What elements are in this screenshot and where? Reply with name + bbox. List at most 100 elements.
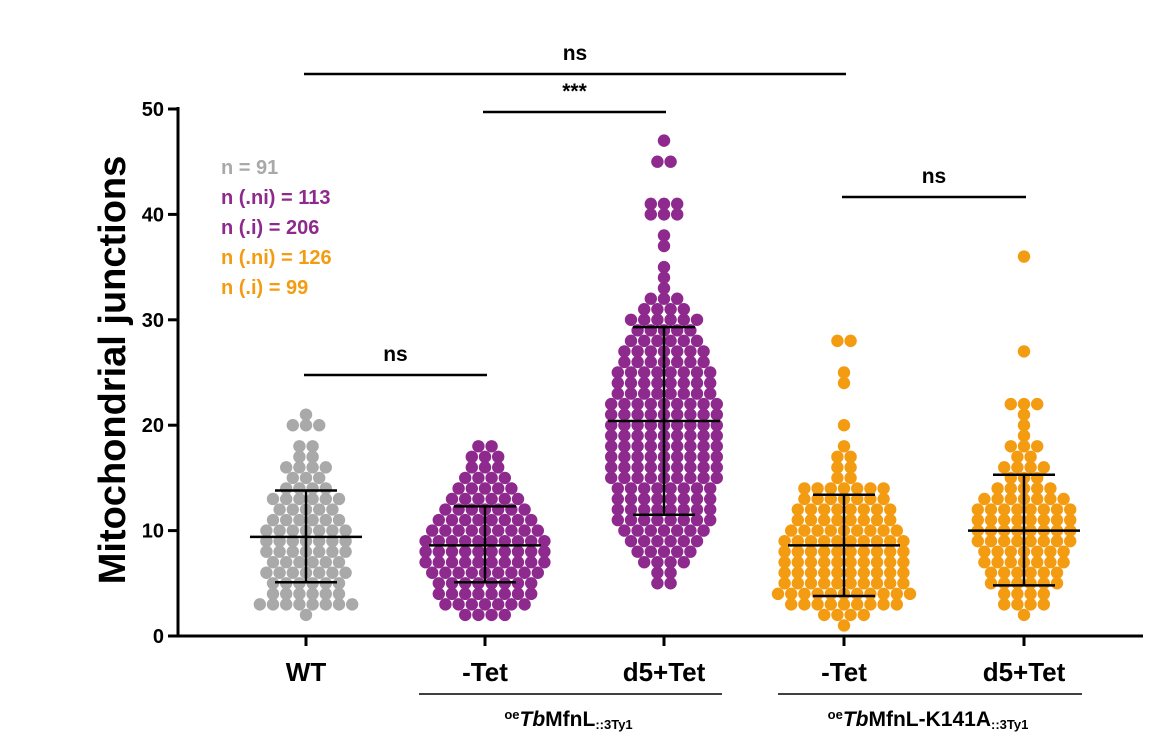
- data-point: [897, 545, 910, 558]
- data-point: [651, 556, 664, 569]
- data-point: [306, 587, 319, 601]
- data-point: [605, 471, 618, 485]
- data-point: [818, 566, 831, 579]
- data-point: [326, 545, 339, 558]
- data-point: [306, 440, 319, 453]
- data-point: [498, 556, 511, 569]
- data-point: [518, 566, 531, 579]
- data-point: [984, 534, 998, 548]
- data-point: [651, 334, 664, 348]
- data-point: [651, 577, 664, 590]
- data-point: [837, 440, 851, 453]
- data-point: [644, 524, 657, 537]
- data-point: [684, 355, 697, 369]
- data-point: [306, 492, 319, 506]
- data-point: [618, 524, 631, 537]
- data-point: [857, 556, 870, 569]
- data-point: [664, 482, 677, 495]
- data-point: [286, 419, 299, 432]
- data-point: [671, 471, 684, 485]
- data-point: [1017, 397, 1031, 411]
- data-point: [638, 313, 651, 326]
- data-point: [831, 503, 844, 516]
- data-point: [452, 524, 465, 537]
- data-point: [811, 587, 824, 601]
- data-point: [677, 366, 690, 379]
- data-point: [651, 503, 664, 516]
- data-point: [505, 566, 518, 579]
- data-point: [671, 545, 684, 558]
- data-point: [459, 471, 472, 485]
- data-point: [890, 587, 903, 601]
- data-point: [991, 482, 1004, 495]
- data-point: [677, 492, 690, 506]
- data-point: [991, 492, 1004, 506]
- data-point: [478, 598, 492, 611]
- data-point: [319, 482, 332, 495]
- data-point: [638, 492, 651, 506]
- data-point: [657, 239, 671, 253]
- data-point: [851, 598, 864, 611]
- data-point: [778, 556, 791, 569]
- data-point: [313, 524, 326, 537]
- data-point: [785, 524, 798, 537]
- data-point: [472, 545, 485, 558]
- data-point: [1031, 545, 1044, 558]
- data-point: [631, 545, 644, 558]
- data-point: [306, 482, 319, 495]
- data-point: [644, 440, 657, 453]
- x-axis-labels: WT -Tet d5+Tet -Tet d5+TetoeTbMfnL::3Ty1oeTb…: [286, 657, 1082, 732]
- data-point: [618, 440, 631, 453]
- data-point: [697, 408, 710, 421]
- data-point: [671, 197, 684, 211]
- data-point: [844, 577, 857, 590]
- data-point: [644, 429, 657, 442]
- data-point: [332, 492, 346, 506]
- data-point: [644, 461, 657, 474]
- data-point: [538, 534, 551, 548]
- data-point: [319, 587, 332, 601]
- data-point: [472, 471, 485, 485]
- data-point: [611, 387, 624, 400]
- data-point: [870, 545, 884, 558]
- data-point: [525, 545, 538, 558]
- data-point: [313, 419, 326, 432]
- data-point: [459, 513, 472, 527]
- data-point: [824, 598, 837, 611]
- data-point: [1044, 492, 1057, 506]
- data-point: [971, 534, 984, 548]
- data-point: [624, 366, 638, 379]
- data-point: [624, 313, 638, 326]
- data-point: [690, 313, 704, 326]
- data-point: [677, 503, 690, 516]
- data-point: [631, 355, 644, 369]
- data-point: [897, 556, 910, 569]
- data-point: [286, 503, 299, 516]
- data-point: [485, 608, 498, 622]
- legend-entry: n = 91: [221, 157, 278, 179]
- data-point: [804, 566, 818, 579]
- data-point: [631, 471, 644, 485]
- data-point: [690, 482, 704, 495]
- data-point: [644, 345, 657, 358]
- data-point: [332, 577, 346, 590]
- data-point: [890, 598, 903, 611]
- y-tick-label: 50: [142, 99, 164, 121]
- data-point: [664, 387, 677, 400]
- data-point: [857, 608, 870, 622]
- data-point: [511, 556, 525, 569]
- data-point: [998, 503, 1011, 516]
- group-label-suffix: ::3Ty1: [991, 717, 1028, 732]
- group-label-suffix: ::3Ty1: [595, 717, 632, 732]
- data-point: [671, 208, 684, 221]
- data-point: [511, 577, 525, 590]
- data-point: [485, 440, 498, 453]
- data-point: [704, 513, 717, 527]
- data-point: [684, 524, 697, 537]
- data-point: [638, 366, 651, 379]
- group-label: oeTbMfnL::3Ty1: [504, 707, 632, 732]
- data-point: [465, 461, 478, 474]
- data-point: [472, 492, 485, 506]
- data-point: [1024, 566, 1037, 579]
